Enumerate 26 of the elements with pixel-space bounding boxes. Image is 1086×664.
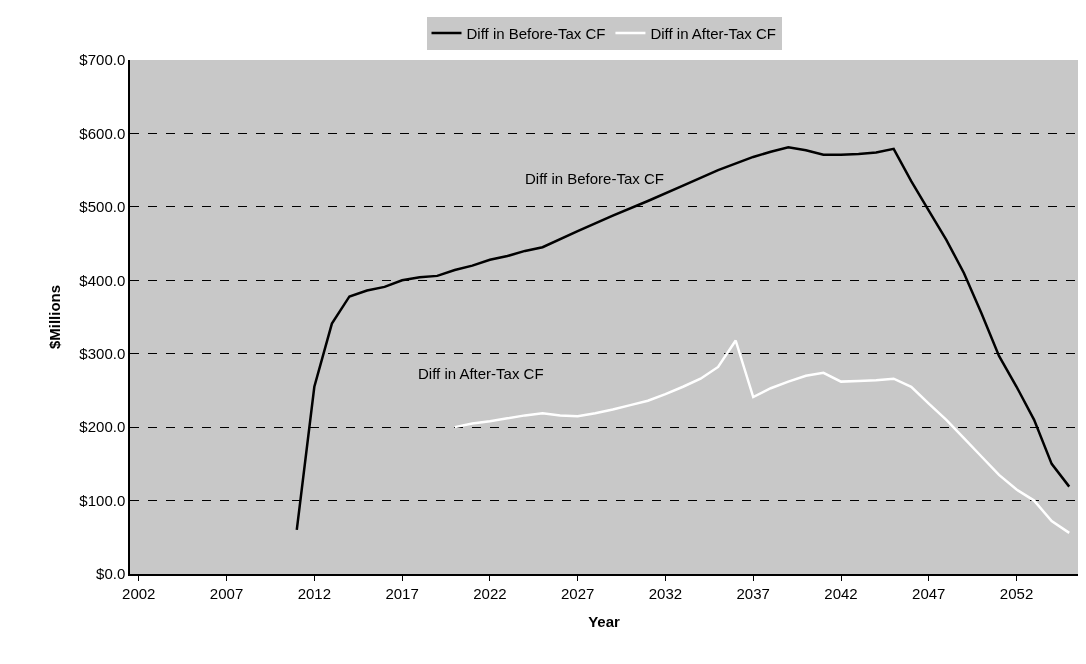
y-tick-label: $100.0 (79, 491, 126, 509)
annotation: Diff in Before-Tax CF (525, 170, 664, 187)
x-tick-label: 2017 (385, 585, 419, 602)
x-tick-label: 2007 (209, 585, 244, 602)
legend-label: Diff in Before-Tax CF (466, 24, 606, 42)
y-tick-label: $300.0 (79, 344, 126, 362)
y-tick-label: $500.0 (79, 198, 126, 216)
x-tick-label: 2047 (912, 585, 946, 602)
y-tick-label: $600.0 (79, 124, 126, 142)
x-tick-label: 2037 (736, 585, 770, 602)
x-tick-label: 2032 (648, 585, 683, 602)
y-tick-label: $400.0 (79, 271, 126, 289)
legend-label: Diff in After-Tax CF (650, 24, 777, 42)
x-tick-label: 2052 (999, 585, 1034, 602)
x-tick-label: 2012 (297, 585, 332, 602)
x-axis-title: Year (588, 612, 621, 630)
x-tick-label: 2042 (824, 585, 858, 602)
line-series (453, 339, 1071, 535)
y-axis-title: $Millions (46, 284, 64, 350)
annotation: Diff in After-Tax CF (418, 365, 544, 382)
x-tick-label: 2022 (473, 585, 507, 602)
x-tick-label: 2027 (560, 585, 595, 602)
y-tick-label: $200.0 (79, 418, 126, 436)
x-tick-label: 2002 (122, 585, 156, 602)
y-tick-label: $700.0 (79, 51, 126, 69)
y-tick-label: $0.0 (96, 565, 126, 583)
